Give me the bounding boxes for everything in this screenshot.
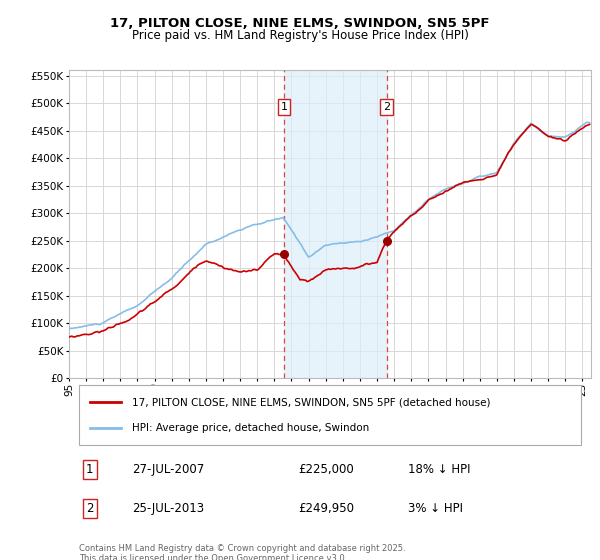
Text: 17, PILTON CLOSE, NINE ELMS, SWINDON, SN5 5PF (detached house): 17, PILTON CLOSE, NINE ELMS, SWINDON, SN… — [131, 397, 490, 407]
Text: 17, PILTON CLOSE, NINE ELMS, SWINDON, SN5 5PF: 17, PILTON CLOSE, NINE ELMS, SWINDON, SN… — [110, 17, 490, 30]
Text: HPI: Average price, detached house, Swindon: HPI: Average price, detached house, Swin… — [131, 423, 369, 433]
Text: Contains HM Land Registry data © Crown copyright and database right 2025.
This d: Contains HM Land Registry data © Crown c… — [79, 544, 406, 560]
Text: £225,000: £225,000 — [299, 463, 355, 477]
Bar — [79, 385, 581, 445]
Text: 2: 2 — [383, 102, 391, 112]
Text: 1: 1 — [86, 463, 94, 477]
Text: 27-JUL-2007: 27-JUL-2007 — [131, 463, 204, 477]
Text: 1: 1 — [281, 102, 287, 112]
Text: 2: 2 — [86, 502, 94, 515]
Bar — [284, 70, 387, 378]
Text: £249,950: £249,950 — [299, 502, 355, 515]
Text: Price paid vs. HM Land Registry's House Price Index (HPI): Price paid vs. HM Land Registry's House … — [131, 29, 469, 42]
Text: 18% ↓ HPI: 18% ↓ HPI — [409, 463, 471, 477]
Text: 25-JUL-2013: 25-JUL-2013 — [131, 502, 204, 515]
Text: 3% ↓ HPI: 3% ↓ HPI — [409, 502, 463, 515]
